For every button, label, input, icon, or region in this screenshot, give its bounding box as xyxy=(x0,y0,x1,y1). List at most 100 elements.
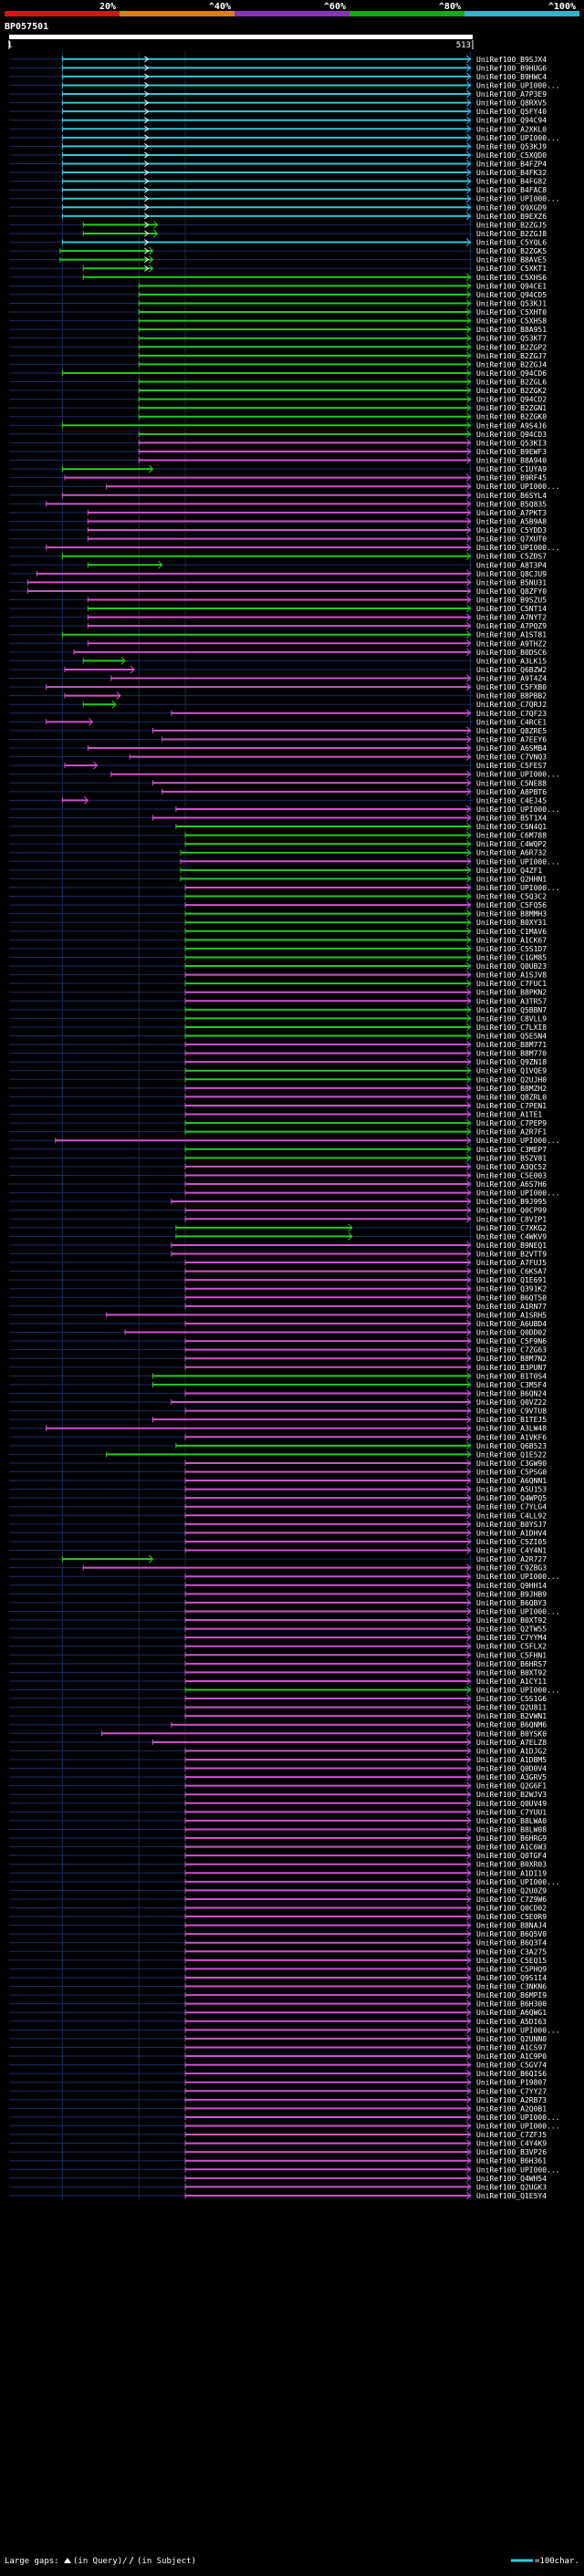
hit-label: UniRef100_UPI000... xyxy=(476,2026,560,2034)
hit-end-arrow xyxy=(466,2095,472,2104)
hit-end-arrow xyxy=(466,1929,472,1938)
hit-row-117: UniRef100_Q1VQE9 xyxy=(9,1066,547,1075)
hit-label: UniRef100_Q2UJH0 xyxy=(476,1075,547,1084)
hit-end-arrow xyxy=(466,1912,472,1921)
hit-row-152: UniRef100_B1T0S4 xyxy=(9,1371,547,1380)
hit-end-arrow xyxy=(466,63,472,72)
hit-label: UniRef100_A1CK67 xyxy=(476,936,547,944)
hit-row-45: UniRef100_Q53KI3 xyxy=(9,439,547,447)
hit-end-arrow xyxy=(466,1686,472,1694)
hit-label: UniRef100_Q7XUT0 xyxy=(476,535,547,544)
hit-label: UniRef100_B6Q5V0 xyxy=(476,1930,547,1938)
hit-row-85: UniRef100_A8PBT6 xyxy=(9,787,547,796)
hit-row-119: UniRef100_B8MZH2 xyxy=(9,1084,547,1093)
hit-end-arrow xyxy=(466,1206,472,1215)
hit-end-arrow xyxy=(466,2122,472,2130)
hit-row-41: UniRef100_B2ZGN1 xyxy=(9,403,547,412)
hit-row-1: UniRef100_B9SJX4 xyxy=(9,55,547,64)
hit-label: UniRef100_A9S4J6 xyxy=(476,421,547,430)
hit-label: UniRef100_B0DSC6 xyxy=(476,649,547,657)
legend-bin-3 xyxy=(235,11,349,16)
hit-end-arrow xyxy=(466,709,472,718)
hit-row-42: UniRef100_B2ZGK0 xyxy=(9,412,547,421)
hit-row-141: UniRef100_Q1E691 xyxy=(9,1275,547,1284)
hit-end-arrow xyxy=(466,1189,472,1197)
hit-label: UniRef100_Q8RXV5 xyxy=(476,99,547,108)
hit-label: UniRef100_C7YLG4 xyxy=(476,1503,547,1511)
hit-end-arrow xyxy=(466,621,472,630)
hit-end-arrow xyxy=(466,1772,472,1781)
hit-row-229: UniRef100_A1CS97 xyxy=(9,2043,547,2051)
hit-label: UniRef100_C5Q3C2 xyxy=(476,893,547,901)
hit-label: UniRef100_Q2UGK3 xyxy=(476,2183,547,2191)
hit-label: UniRef100_A1ST81 xyxy=(476,631,547,639)
hit-end-arrow xyxy=(466,900,472,909)
hit-row-182: UniRef100_C7YYM4 xyxy=(9,1633,547,1642)
hit-row-29: UniRef100_Q53KJ1 xyxy=(9,299,547,307)
hit-end-arrow xyxy=(466,1747,472,1755)
hit-end-arrow xyxy=(466,1354,472,1363)
hit-label: UniRef100_B5T1X4 xyxy=(476,815,547,823)
hit-row-115: UniRef100_B8M770 xyxy=(9,1049,547,1058)
hit-row-83: UniRef100_UPI000... xyxy=(9,770,560,779)
hit-end-arrow xyxy=(466,1005,472,1014)
hit-end-arrow xyxy=(466,1511,472,1520)
hit-label: UniRef100_A6SMB4 xyxy=(476,744,547,753)
hit-label: UniRef100_B1TEJ5 xyxy=(476,1416,547,1424)
hit-end-arrow xyxy=(466,185,472,194)
hit-end-arrow xyxy=(466,1502,472,1511)
hit-label: UniRef100_C4LL92 xyxy=(476,1511,547,1520)
hit-label: UniRef100_B8LW08 xyxy=(476,1825,547,1833)
hit-label: UniRef100_UPI000... xyxy=(476,1573,560,1581)
hit-row-107: UniRef100_C7FUC1 xyxy=(9,979,547,988)
hit-row-157: UniRef100_B1TEJ5 xyxy=(9,1415,547,1424)
hit-sub-arrow xyxy=(144,213,150,220)
hit-label: UniRef100_Q9ZN18 xyxy=(476,1058,547,1066)
hit-label: UniRef100_B9SZU5 xyxy=(476,597,547,605)
hit-row-155: UniRef100_Q0VZ22 xyxy=(9,1397,547,1407)
hit-row-211: UniRef100_Q2U0Z9 xyxy=(9,1886,547,1895)
hit-row-79: UniRef100_A7EEY6 xyxy=(9,735,547,743)
hit-row-207: UniRef100_Q0TGF4 xyxy=(9,1851,547,1860)
hit-end-arrow xyxy=(149,1554,154,1563)
hit-end-arrow xyxy=(466,875,472,883)
hit-row-91: UniRef100_C4WQP2 xyxy=(9,839,547,848)
hit-end-arrow xyxy=(466,386,472,395)
hit-label: UniRef100_B2WJV3 xyxy=(476,1791,547,1799)
hit-row-21: UniRef100_B2ZGJ8 xyxy=(9,229,547,238)
hit-end-arrow xyxy=(466,1468,472,1476)
hit-label: UniRef100_UPI000... xyxy=(476,1687,560,1695)
hit-end-arrow xyxy=(466,1711,472,1720)
hit-end-arrow xyxy=(466,1118,472,1127)
hit-end-arrow xyxy=(466,1023,472,1032)
hit-row-142: UniRef100_Q391K2 xyxy=(9,1284,547,1293)
hit-label: UniRef100_A7EEY6 xyxy=(476,735,547,743)
hit-row-87: UniRef100_UPI000... xyxy=(9,805,560,814)
hit-row-136: UniRef100_C4WKV9 xyxy=(9,1232,547,1241)
hit-row-232: UniRef100_B6QIS6 xyxy=(9,2069,547,2078)
hit-row-8: UniRef100_Q94C94 xyxy=(9,116,547,125)
hit-label: UniRef100_C3GW90 xyxy=(476,1459,547,1468)
hit-end-arrow xyxy=(466,1014,472,1023)
hit-end-arrow xyxy=(466,883,472,892)
hit-end-arrow xyxy=(466,1825,472,1833)
hit-label: UniRef100_B8NAJ4 xyxy=(476,1922,547,1930)
hit-label: UniRef100_Q0UB23 xyxy=(476,962,547,971)
hit-end-arrow xyxy=(466,1625,472,1633)
hit-label: UniRef100_A6QWG1 xyxy=(476,2009,547,2017)
hit-label: UniRef100_C5FXB0 xyxy=(476,683,547,691)
hit-end-arrow xyxy=(466,604,472,613)
hit-label: UniRef100_A1DHV4 xyxy=(476,1529,547,1537)
hit-end-arrow xyxy=(466,1843,472,1851)
hit-end-arrow xyxy=(466,517,472,525)
hit-label: UniRef100_Q0CD02 xyxy=(476,1905,547,1913)
hit-label: UniRef100_A1CS97 xyxy=(476,2043,547,2051)
hit-label: UniRef100_B4FZP4 xyxy=(476,161,547,169)
hit-label: UniRef100_B2VWN1 xyxy=(476,1712,547,1720)
hit-end-arrow xyxy=(466,2113,472,2122)
hit-row-162: UniRef100_C3GW90 xyxy=(9,1459,547,1468)
hit-row-32: UniRef100_B8A951 xyxy=(9,325,547,334)
hit-row-89: UniRef100_C5N4Q1 xyxy=(9,822,547,831)
hit-end-arrow xyxy=(466,535,472,543)
hit-end-arrow xyxy=(466,1049,472,1057)
